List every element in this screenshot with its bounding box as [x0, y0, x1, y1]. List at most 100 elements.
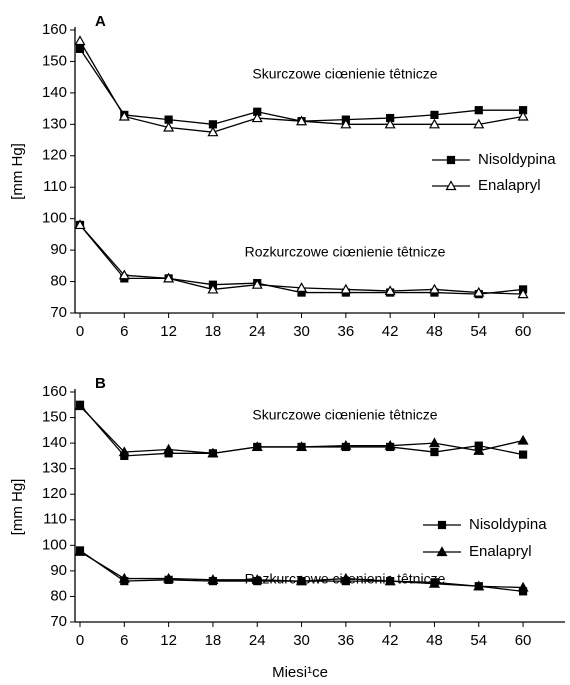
point [207, 126, 219, 137]
x-tick-label: 12 [160, 323, 177, 340]
point [428, 118, 440, 129]
point [474, 106, 483, 115]
y-tick-label: 110 [43, 178, 67, 195]
point [517, 581, 529, 592]
y-tick-label: 90 [50, 241, 67, 258]
y-tick-label: 70 [50, 304, 67, 321]
point [340, 283, 352, 294]
point [296, 575, 308, 586]
point [118, 572, 130, 583]
point [163, 443, 175, 454]
point [340, 439, 352, 450]
x-tick-label: 42 [382, 632, 399, 649]
point [296, 282, 308, 292]
x-tick-label: 12 [160, 632, 177, 649]
point [74, 219, 86, 230]
point [517, 110, 529, 121]
x-tick-label: 60 [515, 323, 532, 340]
y-tick-label: 150 [42, 52, 67, 69]
point [430, 447, 439, 457]
x-tick-label: 30 [293, 632, 310, 649]
point [207, 574, 219, 584]
y-tick-label: 120 [42, 147, 67, 164]
series [75, 44, 528, 129]
legend-label: Nisoldypina [478, 151, 556, 168]
legend-marker [446, 155, 456, 165]
point [207, 447, 219, 458]
legend-label: Enalapryl [478, 177, 541, 194]
annotation: Skurczowe ciœnienie têtnicze [252, 66, 437, 82]
x-tick-label: 24 [249, 323, 266, 340]
x-axis-label: Miesi¹ce [272, 664, 328, 681]
point [473, 580, 485, 591]
point [430, 110, 439, 120]
x-tick-label: 36 [338, 632, 355, 649]
series [74, 219, 529, 299]
y-tick-label: 70 [50, 613, 67, 630]
point [118, 446, 130, 457]
legend-marker [445, 180, 457, 191]
y-tick-label: 90 [50, 562, 67, 579]
series [74, 400, 529, 458]
y-tick-label: 100 [42, 210, 67, 227]
point [207, 283, 219, 294]
y-tick-label: 160 [42, 383, 67, 400]
point [340, 118, 352, 129]
point [384, 575, 396, 586]
point [118, 110, 130, 121]
panel-title: B [95, 375, 106, 392]
y-tick-label: 160 [42, 21, 67, 38]
x-tick-label: 48 [426, 632, 443, 649]
y-tick-label: 80 [50, 587, 67, 604]
legend-label: Enalapryl [469, 543, 532, 560]
point [163, 272, 175, 283]
legend-marker [437, 520, 447, 530]
point [517, 434, 529, 445]
y-tick-label: 130 [42, 460, 67, 477]
y-axis-label: [mm Hg] [9, 143, 26, 200]
y-tick-label: 140 [42, 84, 67, 101]
point [428, 283, 440, 294]
point [340, 572, 352, 583]
x-tick-label: 18 [205, 323, 222, 340]
y-tick-label: 140 [42, 434, 67, 451]
x-tick-label: 42 [382, 323, 399, 340]
point [74, 35, 86, 46]
x-tick-label: 6 [120, 632, 128, 649]
y-tick-label: 110 [43, 511, 67, 528]
point [74, 400, 86, 411]
x-tick-label: 54 [470, 632, 487, 649]
x-tick-label: 0 [76, 323, 84, 340]
point [517, 288, 529, 299]
point [384, 285, 396, 296]
point [163, 121, 175, 132]
y-tick-label: 100 [42, 536, 67, 553]
series [74, 35, 529, 137]
x-tick-label: 30 [293, 323, 310, 340]
x-tick-label: 60 [515, 632, 532, 649]
point [518, 450, 528, 459]
annotation: Skurczowe ciœnienie têtnicze [252, 407, 437, 423]
x-tick-label: 48 [426, 323, 443, 340]
point [74, 545, 86, 556]
line [79, 48, 524, 125]
panel-title: A [95, 13, 106, 30]
x-tick-label: 24 [249, 632, 266, 649]
x-tick-label: 18 [205, 632, 222, 649]
point [251, 441, 263, 452]
point [473, 286, 485, 297]
point [384, 439, 396, 450]
point [296, 441, 308, 452]
legend-label: Nisoldypina [469, 516, 547, 533]
x-tick-label: 0 [76, 632, 84, 649]
series [74, 545, 529, 592]
x-tick-label: 6 [120, 323, 128, 340]
point [251, 112, 263, 123]
point [428, 577, 440, 588]
y-tick-label: 120 [42, 485, 67, 502]
point [384, 118, 396, 129]
point [473, 118, 485, 129]
point [118, 269, 130, 280]
point [473, 445, 485, 455]
